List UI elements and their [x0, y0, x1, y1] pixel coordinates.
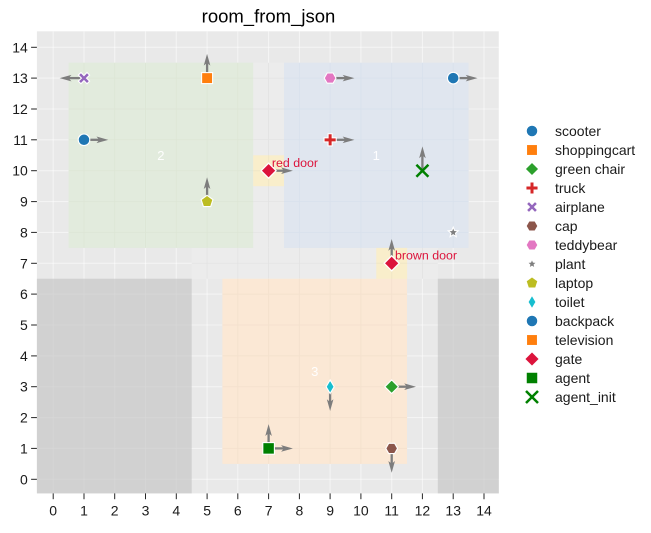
svg-text:0: 0 [49, 502, 57, 518]
svg-text:4: 4 [20, 348, 28, 364]
svg-text:6: 6 [234, 502, 242, 518]
svg-text:7: 7 [265, 502, 273, 518]
svg-text:gate: gate [555, 351, 582, 367]
svg-text:airplane: airplane [555, 199, 605, 215]
svg-text:6: 6 [20, 286, 28, 302]
svg-text:1: 1 [373, 148, 380, 163]
svg-text:laptop: laptop [555, 275, 593, 291]
svg-text:television: television [555, 332, 613, 348]
svg-text:3: 3 [311, 364, 318, 379]
svg-text:3: 3 [142, 502, 150, 518]
svg-text:3: 3 [20, 379, 28, 395]
svg-text:2: 2 [111, 502, 119, 518]
svg-text:agent_init: agent_init [555, 389, 616, 405]
svg-text:12: 12 [12, 101, 28, 117]
svg-text:11: 11 [13, 132, 28, 148]
svg-text:5: 5 [203, 502, 211, 518]
svg-text:backpack: backpack [555, 313, 615, 329]
svg-text:8: 8 [20, 224, 28, 240]
svg-text:13: 13 [445, 502, 461, 518]
svg-text:2: 2 [20, 410, 28, 426]
svg-text:cap: cap [555, 218, 578, 234]
svg-text:13: 13 [12, 70, 28, 86]
svg-text:plant: plant [555, 256, 585, 272]
svg-text:12: 12 [415, 502, 431, 518]
svg-text:agent: agent [555, 370, 590, 386]
svg-text:teddybear: teddybear [555, 237, 618, 253]
svg-text:red door: red door [272, 156, 318, 170]
svg-text:2: 2 [157, 148, 164, 163]
svg-text:toilet: toilet [555, 294, 585, 310]
svg-text:1: 1 [80, 502, 88, 518]
svg-text:brown door: brown door [395, 249, 457, 263]
svg-text:9: 9 [20, 194, 28, 210]
svg-text:5: 5 [20, 317, 28, 333]
svg-text:10: 10 [353, 502, 369, 518]
svg-text:green chair: green chair [555, 161, 625, 177]
svg-text:0: 0 [20, 471, 28, 487]
svg-text:14: 14 [12, 39, 28, 55]
svg-text:7: 7 [20, 255, 28, 271]
svg-text:scooter: scooter [555, 123, 601, 139]
svg-text:truck: truck [555, 180, 586, 196]
svg-text:1: 1 [20, 440, 28, 456]
svg-text:10: 10 [12, 163, 28, 179]
svg-text:8: 8 [296, 502, 304, 518]
svg-text:9: 9 [326, 502, 334, 518]
svg-text:11: 11 [384, 502, 399, 518]
svg-text:shoppingcart: shoppingcart [555, 142, 635, 158]
svg-text:4: 4 [172, 502, 180, 518]
svg-text:room_from_json: room_from_json [202, 6, 336, 28]
svg-text:14: 14 [476, 502, 492, 518]
